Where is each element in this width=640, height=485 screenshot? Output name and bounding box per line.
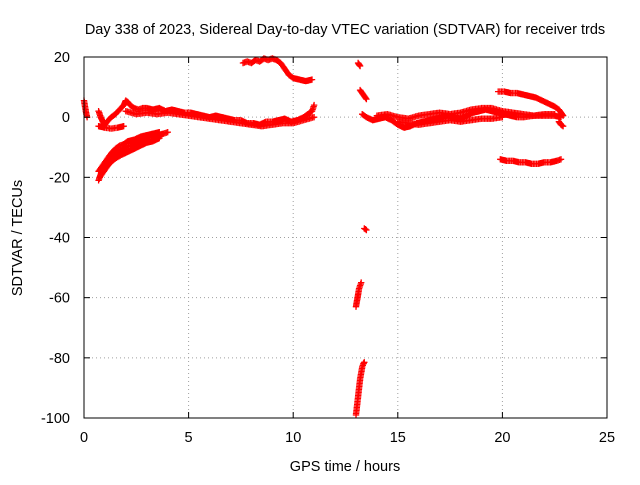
data-point-markers (394, 114, 506, 128)
data-segment (497, 156, 565, 167)
data-segment (95, 129, 163, 175)
axis-ticks: 0 5 10 15 20 25 -100 -80 -60 -40 -20 0 20 (41, 50, 615, 446)
data-point-markers (555, 118, 567, 130)
data-point-markers (361, 225, 370, 234)
y-tick-label: 0 (62, 110, 70, 126)
x-tick-label: 5 (185, 430, 193, 446)
x-tick-label: 25 (599, 430, 615, 446)
data-point-markers (95, 129, 163, 175)
data-point-markers (96, 135, 163, 181)
data-point-markers (352, 279, 365, 310)
x-tick-label: 10 (285, 430, 301, 446)
data-segment (352, 359, 368, 419)
data-segment (239, 55, 316, 85)
data-point-markers (352, 359, 368, 419)
y-tick-label: -20 (49, 170, 70, 186)
data-point-markers (373, 104, 558, 122)
data-segment (495, 88, 567, 119)
data-segment (122, 108, 318, 130)
data-segment (354, 59, 364, 70)
data-segment (373, 104, 558, 122)
series-0 (80, 55, 567, 419)
data-segment (356, 86, 370, 103)
data-point-markers (239, 55, 316, 85)
y-axis-label: SDTVAR / TECUs (10, 180, 26, 296)
data-point-markers (354, 59, 364, 70)
data-segment (555, 118, 567, 130)
x-tick-label: 15 (390, 430, 406, 446)
y-tick-label: 20 (54, 50, 70, 66)
data-segment (352, 279, 365, 310)
y-tick-label: -100 (41, 411, 70, 427)
data-point-markers (495, 88, 567, 119)
chart-title: Day 338 of 2023, Sidereal Day-to-day VTE… (85, 22, 605, 38)
data-point-markers (497, 156, 565, 167)
data-segment (96, 135, 163, 181)
data-segment (95, 123, 127, 132)
y-tick-label: -40 (49, 231, 70, 247)
data-point-markers (95, 123, 127, 132)
data-point-markers (122, 108, 318, 130)
x-axis-label: GPS time / hours (290, 459, 400, 475)
x-tick-label: 0 (80, 430, 88, 446)
data-segment (394, 114, 506, 128)
y-tick-label: -80 (49, 351, 70, 367)
x-tick-label: 20 (494, 430, 510, 446)
data-series (80, 55, 567, 419)
data-segment (361, 225, 370, 234)
data-point-markers (356, 86, 370, 103)
y-tick-label: -60 (49, 291, 70, 307)
